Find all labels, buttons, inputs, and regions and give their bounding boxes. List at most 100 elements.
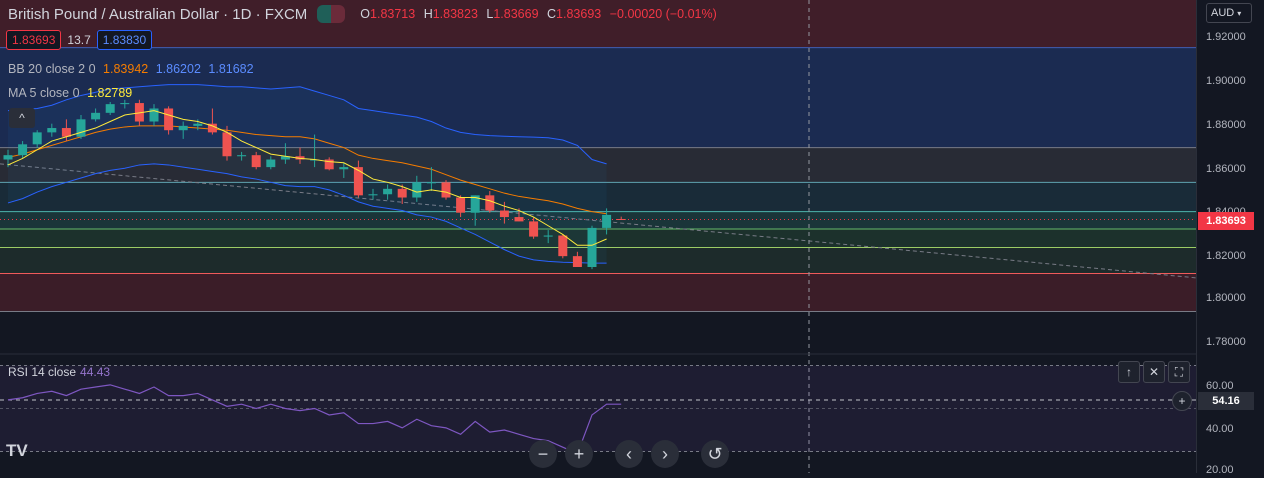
chevron-up-icon[interactable]: ^ (9, 108, 35, 128)
high-value: 1.83823 (432, 7, 478, 21)
candle-body (470, 195, 480, 213)
candle-body (76, 119, 86, 137)
symbol-header: British Pound / Australian Dollar · 1D ·… (0, 0, 717, 28)
candle-body (456, 197, 466, 213)
price-tick: 1.82000 (1206, 250, 1246, 262)
market-status-icon[interactable] (317, 5, 346, 23)
ohlc-readout: O1.83713 H1.83823 L1.83669 C1.83693 −0.0… (360, 7, 717, 21)
candle-body (178, 125, 188, 131)
tradingview-logo[interactable]: TV (6, 441, 28, 460)
candle-body (32, 132, 42, 145)
candle-body (91, 112, 101, 120)
candle-body (3, 155, 13, 160)
candle-body (134, 103, 144, 122)
candle-body (426, 182, 436, 184)
chevron-right-icon[interactable]: › (651, 440, 679, 468)
change-value: −0.00020 (−0.01%) (609, 7, 717, 21)
candle-body (266, 159, 276, 168)
price-tick: 1.92000 (1206, 31, 1246, 43)
open-value: 1.83713 (370, 7, 416, 21)
candle-body (353, 167, 363, 196)
fib-zone (0, 0, 1196, 48)
plus-icon[interactable]: + (565, 440, 593, 468)
fib-zone (0, 47, 1196, 148)
rsi-line (7, 384, 622, 455)
candle-body (295, 156, 305, 160)
candle-body (616, 219, 626, 221)
price-tick: 1.86000 (1206, 163, 1246, 175)
bb-fill (8, 84, 607, 264)
candle-body (105, 104, 115, 113)
trend-line (0, 163, 1197, 279)
buy-button[interactable]: 1.83830 (96, 30, 153, 50)
candle-body (222, 132, 232, 157)
fullscreen-icon[interactable]: ⛶ (1168, 361, 1190, 383)
candle-body (149, 108, 159, 122)
chevron-down-icon: ▾ (1237, 9, 1242, 18)
bb-upper-value: 1.86202 (155, 62, 201, 76)
chevron-left-icon[interactable]: ‹ (615, 440, 643, 468)
ma-name: MA 5 close 0 (8, 86, 80, 100)
candle-body (441, 182, 451, 198)
candle-body (529, 221, 539, 237)
low-value: 1.83669 (493, 7, 539, 21)
fib-zone (0, 147, 1196, 183)
symbol-title[interactable]: British Pound / Australian Dollar · 1D ·… (8, 5, 308, 23)
ma-value: 1.82789 (87, 86, 133, 100)
plus-circle-icon[interactable]: + (1172, 391, 1192, 411)
close-value: 1.83693 (556, 7, 602, 21)
candle-body (120, 103, 130, 105)
rsi-name: RSI 14 close (8, 365, 77, 379)
rsi-legend[interactable]: RSI 14 close 44.43 (8, 365, 110, 379)
current-price-tag: 1.83693 (1198, 212, 1254, 230)
currency-label: AUD (1211, 7, 1235, 19)
spread-value: 13.7 (67, 33, 91, 47)
reset-icon[interactable]: ↺ (701, 440, 729, 468)
candle-body (397, 188, 407, 198)
fib-zone (0, 273, 1196, 312)
fib-zone (0, 247, 1196, 274)
candle-body (47, 128, 57, 133)
price-tick: 1.88000 (1206, 119, 1246, 131)
sell-button[interactable]: 1.83693 (6, 30, 62, 50)
bb-basis-value: 1.83942 (103, 62, 149, 76)
candle-body (485, 195, 495, 211)
candle-body (164, 108, 174, 131)
buy-sell-panel: 1.83693 13.7 1.83830 (6, 30, 153, 50)
currency-selector[interactable]: AUD ▾ (1206, 3, 1252, 23)
candle-body (18, 144, 28, 156)
candle-body (61, 128, 71, 137)
candle-body (368, 194, 378, 196)
candle-body (499, 210, 509, 218)
bb-lower-value: 1.81682 (208, 62, 254, 76)
close-icon[interactable]: ✕ (1143, 361, 1165, 383)
crosshair-value-tag: 54.16 (1198, 392, 1254, 410)
candle-body (193, 123, 203, 126)
ma-legend[interactable]: MA 5 close 0 1.82789 (8, 86, 136, 100)
rsi-tick: 60.00 (1206, 380, 1234, 392)
candle-body (251, 155, 261, 168)
candle-body (558, 235, 568, 257)
bb-upper-line (7, 84, 607, 165)
rsi-value: 44.43 (80, 365, 111, 379)
candle-body (237, 155, 247, 157)
ma-line (7, 110, 607, 246)
minus-icon[interactable]: − (529, 440, 557, 468)
candle-body (207, 123, 217, 133)
candle-body (412, 182, 422, 198)
arrow-up-icon[interactable]: ↑ (1118, 361, 1140, 383)
candle-body (383, 188, 393, 195)
fib-zone (0, 229, 1196, 248)
price-tick: 1.78000 (1206, 336, 1246, 348)
bb-name: BB 20 close 2 0 (8, 62, 96, 76)
candle-body (587, 227, 597, 267)
candle-body (602, 214, 612, 228)
candle-body (339, 167, 349, 170)
price-tick: 1.90000 (1206, 75, 1246, 87)
bb-legend[interactable]: BB 20 close 2 0 1.83942 1.86202 1.81682 (8, 62, 258, 76)
bb-lower-line (7, 163, 607, 264)
candle-body (324, 159, 334, 170)
rsi-tick: 20.00 (1206, 464, 1234, 476)
